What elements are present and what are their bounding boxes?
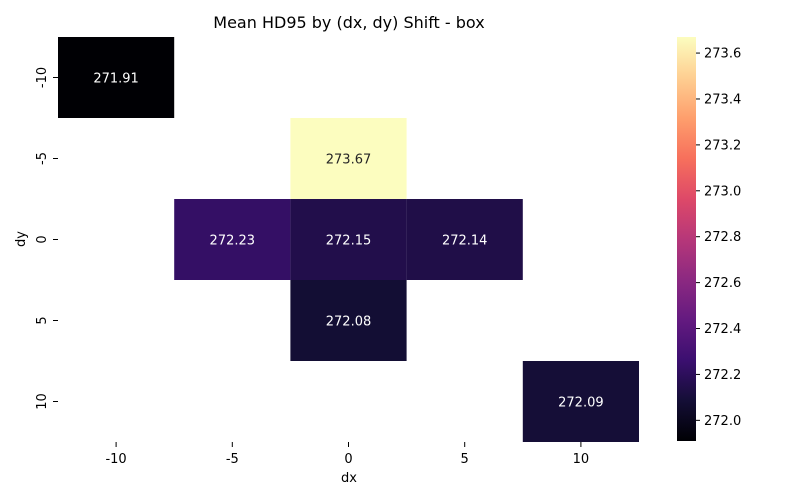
- y-tick-label: 0: [35, 235, 50, 243]
- heatmap-cell: [406, 199, 523, 280]
- y-tick-label: -10: [35, 67, 50, 88]
- heatmap-cell: [290, 118, 407, 199]
- colorbar-tick-label: 272.4: [704, 322, 741, 337]
- colorbar-tick-label: 273.0: [704, 184, 741, 199]
- x-tick-label: 5: [461, 452, 469, 467]
- cell-value-label: 272.14: [442, 234, 488, 249]
- colorbar-tick-label: 272.8: [704, 230, 741, 245]
- x-tick-label: -5: [226, 452, 239, 467]
- heatmap-cell: [174, 199, 291, 280]
- colorbar: [677, 37, 696, 441]
- heatmap-cell: [522, 361, 639, 442]
- x-axis-label: dx: [341, 471, 357, 486]
- y-tick-label: 5: [35, 316, 50, 324]
- y-axis-label: dy: [14, 231, 29, 247]
- heatmap-cell: [290, 280, 407, 361]
- cell-value-label: 272.09: [558, 396, 604, 411]
- y-tick-label: 10: [35, 393, 50, 410]
- colorbar-tick-label: 272.2: [704, 368, 741, 383]
- colorbar-tick-label: 273.4: [704, 92, 741, 107]
- colorbar-ticks: 272.0 272.2 272.4 272.6 272.8 273.0 273.2 273.4…: [696, 47, 741, 429]
- cell-value-label: 272.08: [326, 315, 372, 330]
- x-tick-label: -10: [105, 452, 126, 467]
- cell-value-label: 271.91: [93, 72, 139, 87]
- colorbar-tick-label: 273.2: [704, 138, 741, 153]
- y-axis: -10 -5 0 5 10: [35, 67, 58, 410]
- x-axis: -10 -5 0 5 10: [105, 442, 589, 467]
- heatmap-cells: 271.91 273.67 272.23 272.15 272.14 272.08 272.…: [58, 37, 639, 442]
- colorbar-tick-label: 272.0: [704, 414, 741, 429]
- chart-title: Mean HD95 by (dx, dy) Shift - box: [213, 13, 484, 32]
- cell-value-label: 273.67: [326, 153, 372, 168]
- x-tick-label: 10: [573, 452, 590, 467]
- colorbar-tick-label: 273.6: [704, 47, 741, 62]
- x-tick-label: 0: [344, 452, 352, 467]
- cell-value-label: 272.23: [210, 234, 256, 249]
- y-tick-label: -5: [35, 152, 50, 165]
- heatmap-cell: [58, 37, 175, 118]
- colorbar-tick-label: 272.6: [704, 276, 741, 291]
- cell-value-label: 272.15: [326, 234, 372, 249]
- heatmap-cell: [290, 199, 407, 280]
